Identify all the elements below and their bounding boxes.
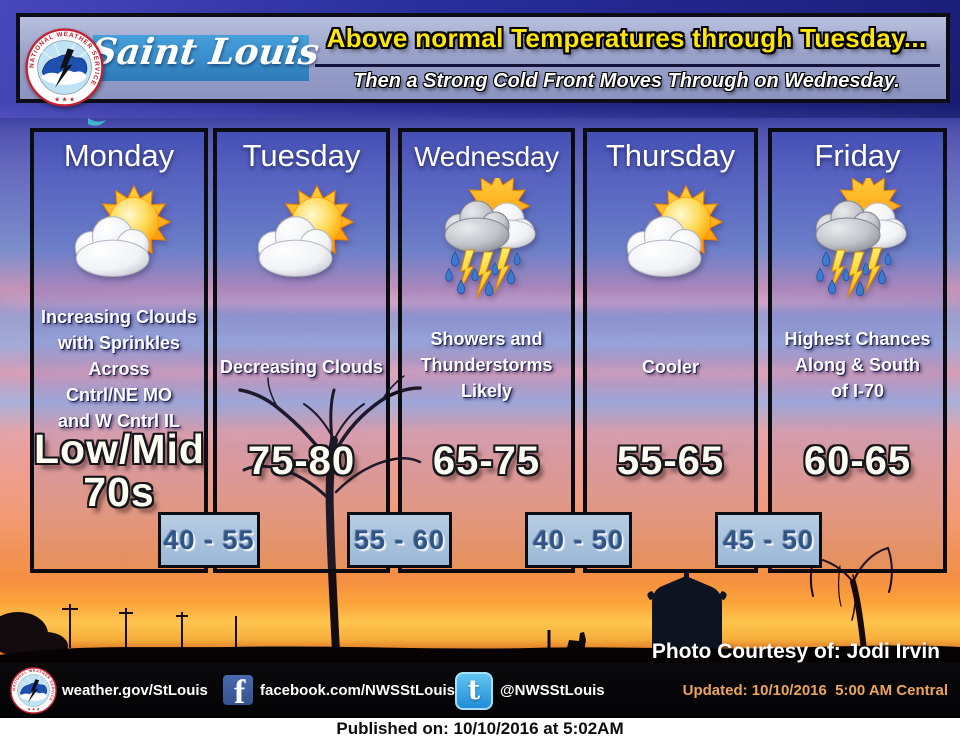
twitter-handle: @NWSStLouis — [500, 682, 605, 699]
facebook-icon: f — [223, 675, 253, 705]
header-banner: Saint Louis Above normal Temperatures th… — [16, 13, 950, 103]
thunderstorm-icon — [794, 178, 922, 298]
overnight-low-box: 45 - 50 — [715, 512, 822, 568]
day-description: Highest Chances Along & South of I-70 — [784, 329, 931, 401]
brand-band — [93, 35, 309, 81]
partly-cloudy-icon — [238, 178, 366, 298]
footer-bar: weather.gov/StLouis f facebook.com/NWSSt… — [0, 663, 960, 718]
cloud-streak — [0, 336, 960, 344]
sunset-sky-background — [0, 0, 960, 718]
overnight-low-box: 55 - 60 — [347, 512, 452, 568]
high-temperature: 75-80 — [247, 439, 356, 483]
facebook-link: facebook.com/NWSStLouis — [260, 682, 456, 699]
day-title: Thursday — [605, 138, 736, 173]
photo-credit: Photo Courtesy of: Jodi Irvin — [651, 640, 940, 663]
thunderstorm-icon — [423, 178, 551, 298]
cloud-streak — [0, 296, 960, 308]
high-temperature: Low/Mid 70s — [34, 426, 205, 515]
headline-primary: Above normal Temperatures through Tuesda… — [326, 23, 927, 53]
headline-divider — [315, 64, 940, 67]
day-description: Decreasing Clouds — [219, 357, 384, 377]
overnight-low-box: 40 - 55 — [158, 512, 260, 568]
day-title: Tuesday — [242, 138, 361, 173]
headline-secondary: Then a Strong Cold Front Moves Through o… — [353, 70, 900, 92]
high-temperature: 55-65 — [616, 439, 725, 483]
office-name: Saint Louis — [88, 31, 322, 73]
updated-timestamp: Updated: 10/10/2016 5:00 AM Central — [682, 682, 948, 699]
overnight-low-box: 40 - 50 — [525, 512, 632, 568]
high-temperature: 60-65 — [803, 439, 912, 483]
forecast-column-tuesday: Tuesday Decreasing Clouds 75-80 — [213, 128, 390, 573]
day-description: Showers and Thunderstorms Likely — [420, 329, 553, 401]
cloud-streak — [0, 368, 960, 377]
day-title: Friday — [814, 138, 901, 173]
nws-logo-small — [10, 667, 57, 714]
website-link: weather.gov/StLouis — [62, 682, 208, 699]
partly-cloudy-icon — [55, 178, 183, 298]
twitter-glyph: t — [467, 675, 481, 706]
day-description: Cooler — [641, 357, 699, 377]
partly-cloudy-icon — [607, 178, 735, 298]
twitter-icon: t — [455, 672, 493, 710]
nws-logo — [25, 28, 104, 107]
published-text: Published on: 10/10/2016 at 5:02AM — [336, 719, 624, 738]
facebook-glyph: f — [234, 675, 246, 705]
forecast-column-monday: Monday Increasing Clouds with Sprinkles … — [30, 128, 208, 573]
high-temperature: 65-75 — [432, 439, 541, 483]
cloud-streak — [0, 430, 960, 440]
forecast-column-friday: Friday Highest Chances Along & South of … — [768, 128, 947, 573]
published-strip: Published on: 10/10/2016 at 5:02AM — [0, 718, 960, 740]
day-title: Wednesday — [414, 141, 559, 172]
forecast-column-thursday: Thursday Cooler 55-65 — [583, 128, 758, 573]
forecast-column-wednesday: Wednesday Showers and Thunderstorms Like… — [398, 128, 575, 573]
day-description: Increasing Clouds with Sprinkles Across … — [40, 307, 198, 431]
day-title: Monday — [63, 138, 175, 173]
